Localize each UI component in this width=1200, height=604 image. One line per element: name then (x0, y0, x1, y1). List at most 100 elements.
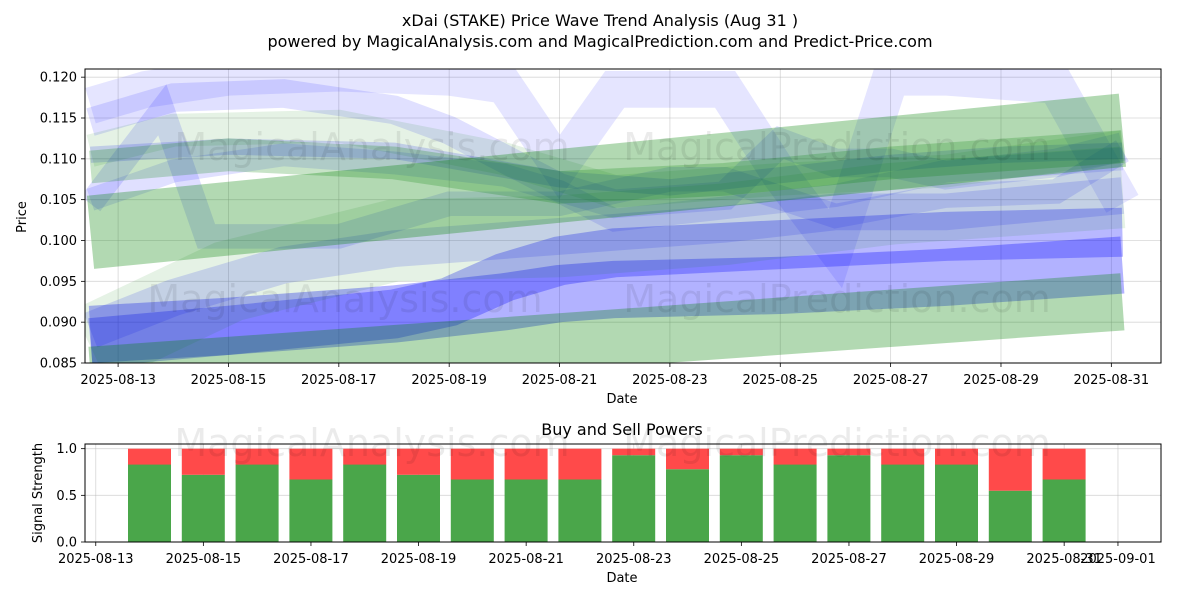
signal-x-tick-label: 2025-08-31 (1026, 552, 1102, 567)
price-x-tick-label: 2025-08-19 (411, 373, 487, 388)
price-x-tick-label: 2025-08-23 (632, 373, 708, 388)
signal-x-tick-label: 2025-08-25 (704, 552, 780, 567)
sell-bar (827, 448, 871, 456)
sell-bar (128, 448, 171, 465)
buy-bar (558, 479, 602, 542)
price-series-blue-rising-band-upper (85, 177, 1125, 348)
signal-x-tick-label: 2025-08-13 (58, 552, 134, 567)
price-y-axis-label: Price (15, 201, 30, 233)
sell-bar (558, 448, 602, 480)
price-y-tick-label: 0.120 (40, 71, 77, 86)
signal-y-axis-label: Signal Strength (31, 443, 46, 543)
sell-bar (181, 448, 225, 475)
signal-plot-frame (84, 443, 1162, 543)
buy-bar (504, 479, 548, 542)
signal-x-tick-label: 2025-08-27 (811, 552, 887, 567)
price-x-tick-label: 2025-08-13 (80, 373, 156, 388)
price-series-blue-zigzag (85, 84, 1129, 249)
price-series-green-bottom-channel (88, 273, 1125, 363)
price-series-group (85, 69, 1139, 363)
signal-x-tick-label: 2025-08-17 (273, 552, 349, 567)
signal-chart-title: Buy and Sell Powers (541, 420, 703, 439)
signal-x-tick-label: 2025-08-21 (488, 552, 564, 567)
price-y-tick-label: 0.090 (40, 316, 77, 331)
sell-bar (666, 448, 709, 470)
buy-bar (289, 479, 333, 542)
sell-bar (450, 448, 494, 480)
price-x-tick-label: 2025-08-15 (191, 373, 267, 388)
price-x-tick-label: 2025-08-31 (1074, 373, 1150, 388)
signal-x-tick-label: 2025-09-01 (1080, 552, 1156, 567)
watermark-left-bottom: MagicalAnalysis.com (147, 277, 542, 321)
buy-bar (235, 464, 279, 542)
price-y-tick-label: 0.115 (40, 112, 77, 127)
signal-y-tick-label: 0.0 (56, 536, 77, 551)
figure-subtitle: powered by MagicalAnalysis.com and Magic… (267, 32, 932, 51)
price-series-blue-base (88, 236, 1125, 363)
price-y-tick-label: 0.095 (40, 275, 77, 290)
price-series-green-lower-band (85, 146, 1126, 363)
price-y-tick-label: 0.085 (40, 357, 77, 372)
watermark-left-signal: MagicalAnalysis.com (174, 421, 569, 465)
price-series-green-light-wave (86, 109, 1125, 209)
price-x-tick-label: 2025-08-27 (853, 373, 929, 388)
buy-bar (988, 490, 1032, 542)
sell-bar (504, 448, 548, 480)
sell-bar (773, 448, 817, 465)
buy-bar (666, 469, 709, 542)
sell-bar (289, 448, 333, 480)
buy-bar (450, 479, 494, 542)
sell-bar (719, 448, 763, 456)
price-series-blue-mid-wave (86, 79, 1126, 219)
price-y-tick-label: 0.100 (40, 234, 77, 249)
sell-bar (235, 448, 279, 465)
signal-axis-ticks: 2025-08-13 2025-08-15 2025-08-17 2025-08-19… (56, 442, 1155, 567)
figure-title: xDai (STAKE) Price Wave Trend Analysis (… (402, 11, 798, 30)
price-series-blue-long-channel (90, 138, 1123, 196)
price-x-tick-label: 2025-08-25 (742, 373, 818, 388)
watermark-left-top: MagicalAnalysis.com (174, 125, 569, 169)
sell-bar (343, 448, 387, 465)
price-series-green-mid-channel (89, 130, 1124, 204)
buy-bar (181, 474, 225, 542)
sell-bar (397, 448, 440, 475)
buy-bar (397, 474, 440, 542)
buy-bar (343, 464, 387, 542)
price-x-tick-label: 2025-08-17 (301, 373, 377, 388)
signal-x-tick-label: 2025-08-23 (596, 552, 672, 567)
price-series-blue-rising-band-lower (88, 207, 1123, 363)
price-axis-ticks: 2025-08-13 2025-08-15 2025-08-17 2025-08-19… (40, 71, 1149, 388)
price-x-axis-label: Date (606, 392, 637, 407)
buy-bar (935, 464, 978, 542)
sell-bar (881, 448, 925, 465)
signal-y-tick-label: 1.0 (56, 442, 77, 457)
price-plot-frame (84, 68, 1162, 364)
buy-bar (881, 464, 925, 542)
price-series-green-upper-channel (86, 93, 1127, 269)
buy-bar (1042, 479, 1086, 542)
signal-x-tick-label: 2025-08-19 (381, 552, 457, 567)
price-x-tick-label: 2025-08-21 (522, 373, 598, 388)
signal-bars-group (128, 448, 1086, 542)
buy-bar (128, 464, 171, 542)
buy-bar (773, 464, 817, 542)
sell-bar (1042, 448, 1086, 480)
watermark-right-bottom: MagicalPrediction.com (623, 277, 1051, 321)
price-series-blue-upper-wave (85, 69, 1139, 289)
signal-x-axis-label: Date (606, 571, 637, 586)
sell-bar (935, 448, 978, 465)
price-panel: MagicalAnalysis.com MagicalPrediction.co… (15, 68, 1162, 407)
price-y-tick-label: 0.110 (40, 152, 77, 167)
buy-bar (612, 455, 656, 542)
buy-bar (719, 455, 763, 542)
signal-y-tick-label: 0.5 (56, 489, 77, 504)
sell-bar (612, 448, 656, 456)
sell-bar (988, 448, 1032, 491)
watermark-right-top: MagicalPrediction.com (623, 125, 1051, 169)
price-y-tick-label: 0.105 (40, 193, 77, 208)
price-x-tick-label: 2025-08-29 (963, 373, 1039, 388)
watermark-right-signal: MagicalPrediction.com (623, 421, 1051, 465)
signal-x-tick-label: 2025-08-15 (166, 552, 242, 567)
